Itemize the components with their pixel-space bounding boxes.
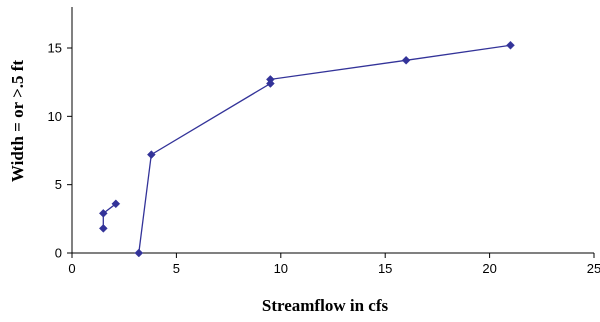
y-tick-label: 5	[55, 177, 62, 192]
data-point-marker	[506, 40, 515, 50]
x-tick-label: 25	[587, 261, 600, 276]
series-lines-group	[102, 44, 511, 254]
ticks-group: 0 5 10 15 20 25 0 5 10 15	[48, 41, 600, 277]
series-markers-group	[98, 40, 515, 258]
data-point-marker	[146, 150, 156, 159]
x-tick-label: 15	[378, 261, 392, 276]
series-line	[138, 44, 511, 254]
x-axis-title: Streamflow in cfs	[262, 296, 389, 315]
x-tick-label: 10	[274, 261, 288, 276]
y-tick-label: 10	[48, 109, 62, 124]
x-tick-label: 0	[68, 261, 75, 276]
data-point-marker	[98, 209, 108, 218]
data-point-marker	[98, 224, 108, 233]
data-point-marker	[134, 248, 144, 258]
axes-group	[71, 7, 594, 254]
y-tick-label: 0	[55, 246, 62, 261]
data-point-marker	[111, 199, 121, 209]
x-tick-label: 5	[173, 261, 180, 276]
data-point-marker	[401, 55, 411, 65]
y-axis-title: Width = or >.5 ft	[8, 60, 27, 183]
x-tick-label: 20	[482, 261, 496, 276]
data-point-marker	[266, 75, 275, 84]
y-tick-label: 15	[48, 41, 62, 56]
